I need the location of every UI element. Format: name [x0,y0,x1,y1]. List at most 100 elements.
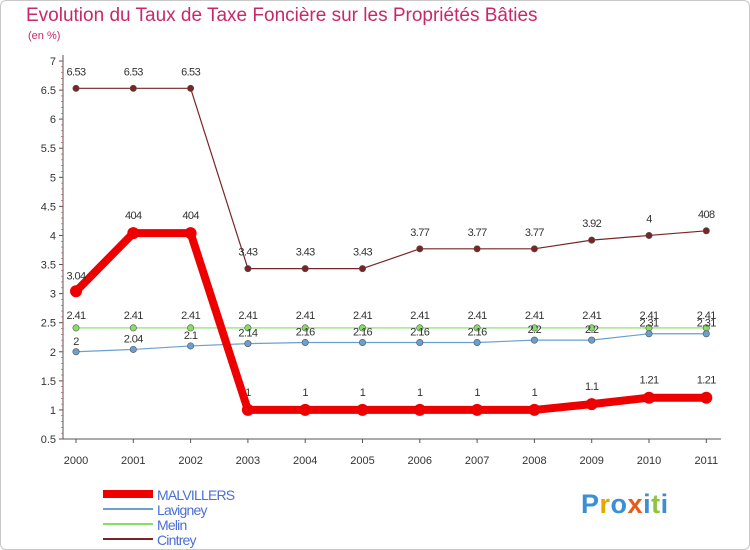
data-label-lavigney: 2 [73,336,79,348]
data-label-lavigney: 2.1 [184,330,198,342]
logo-letter: x [627,489,644,519]
data-label-malvillers: 1 [474,387,480,399]
data-point-lavigney [72,348,80,356]
data-label-cintrey: 6.53 [66,66,85,78]
data-label-lavigney: 2.16 [410,326,429,338]
data-point-malvillers [471,403,484,416]
data-point-cintrey [473,245,481,253]
x-tick-label: 2006 [408,455,432,467]
data-point-malvillers [413,403,426,416]
data-point-lavigney [301,338,309,346]
data-label-lavigney: 2.16 [468,326,487,338]
data-label-malvillers: 1 [302,387,308,399]
y-tick-label: 5 [50,172,56,184]
data-label-cintrey: 6.53 [181,66,200,78]
x-tick-label: 2003 [236,455,260,467]
data-label-cintrey: 3.43 [296,247,315,259]
data-label-lavigney: 2.31 [639,318,658,330]
data-label-malvillers: 1 [245,387,251,399]
data-label-malvillers: 1.21 [697,375,716,387]
data-label-cintrey: 3.77 [410,227,429,239]
logo-letter: i [643,489,652,519]
data-point-malvillers [643,391,655,404]
y-tick-label: 3 [50,289,56,301]
data-point-malvillers [700,391,713,404]
data-point-lavigney [473,338,481,346]
data-point-cintrey [358,265,366,273]
data-point-lavigney [187,342,195,350]
y-tick-label: 3.5 [41,260,56,272]
data-label-melin: 2.41 [697,310,716,322]
y-tick-label: 4.5 [41,201,56,213]
x-tick-label: 2005 [350,455,374,467]
y-unit-label: (en %) [28,30,61,42]
data-point-cintrey [129,84,137,92]
logo-letter: o [610,489,628,519]
data-point-malvillers [356,403,369,416]
y-tick-label: 1 [50,405,56,417]
data-point-cintrey [72,84,80,92]
data-point-lavigney [645,330,653,338]
data-label-melin: 2.41 [181,310,200,322]
data-point-melin [358,324,366,332]
chart-title: Evolution du Taux de Taxe Foncière sur l… [26,5,538,26]
data-label-melin: 2.41 [353,310,372,322]
data-label-cintrey: 3.77 [468,227,487,239]
data-point-lavigney [530,336,538,344]
data-point-malvillers [528,403,541,416]
y-tick-label: 7 [50,56,56,68]
data-label-lavigney: 2.16 [353,326,372,338]
data-point-melin [72,324,80,332]
data-point-melin [129,324,137,332]
data-point-cintrey [530,245,538,253]
data-label-malvillers: 1 [532,387,538,399]
series-line-cintrey [75,87,707,270]
series-line-lavigney [75,333,707,353]
y-tick-label: 2.5 [41,318,56,330]
data-point-lavigney [244,340,252,348]
data-label-malvillers: 1.21 [639,375,658,387]
data-point-lavigney [702,330,710,338]
data-point-melin [473,324,481,332]
data-label-malvillers: 1 [417,387,423,399]
data-point-malvillers [70,285,82,298]
legend-label-melin: Melin [157,517,186,533]
data-point-cintrey [702,227,710,235]
data-label-lavigney: 2.2 [585,324,599,336]
data-label-lavigney: 2.14 [238,328,257,340]
x-tick-label: 2002 [178,455,202,467]
proxiti-logo: Proxiti [581,489,669,520]
data-point-lavigney [358,338,366,346]
data-point-cintrey [416,245,424,253]
logo-letter: t [651,489,661,519]
x-tick-label: 2004 [293,455,317,467]
data-label-melin: 2.41 [639,310,658,322]
x-tick-label: 2000 [64,455,88,467]
data-label-melin: 2.41 [238,310,257,322]
y-tick-label: 1.5 [41,376,56,388]
data-label-cintrey: 3.43 [353,247,372,259]
data-point-melin [588,324,596,332]
data-label-cintrey: 408 [698,209,715,221]
y-tick-label: 0.5 [41,434,56,446]
data-point-malvillers [299,403,312,416]
data-label-melin: 2.41 [66,310,85,322]
data-point-cintrey [187,84,195,92]
data-point-lavigney [416,338,424,346]
series-line-malvillers [72,229,711,414]
data-label-melin: 2.41 [468,310,487,322]
data-label-lavigney: 2.2 [528,324,542,336]
data-point-malvillers [127,227,140,240]
data-label-lavigney: 2.16 [296,326,315,338]
data-label-malvillers: 1 [360,387,366,399]
legend-label-malvillers: MALVILLERS [157,487,235,503]
data-point-melin [187,324,195,332]
y-tick-label: 5.5 [41,143,56,155]
y-tick-label: 6.5 [41,85,56,97]
legend-label-cintrey: Cintrey [157,532,197,548]
data-label-lavigney: 2.04 [124,333,143,345]
logo-letter: P [581,489,600,519]
logo-letter: r [599,489,611,519]
data-point-lavigney [588,336,596,344]
